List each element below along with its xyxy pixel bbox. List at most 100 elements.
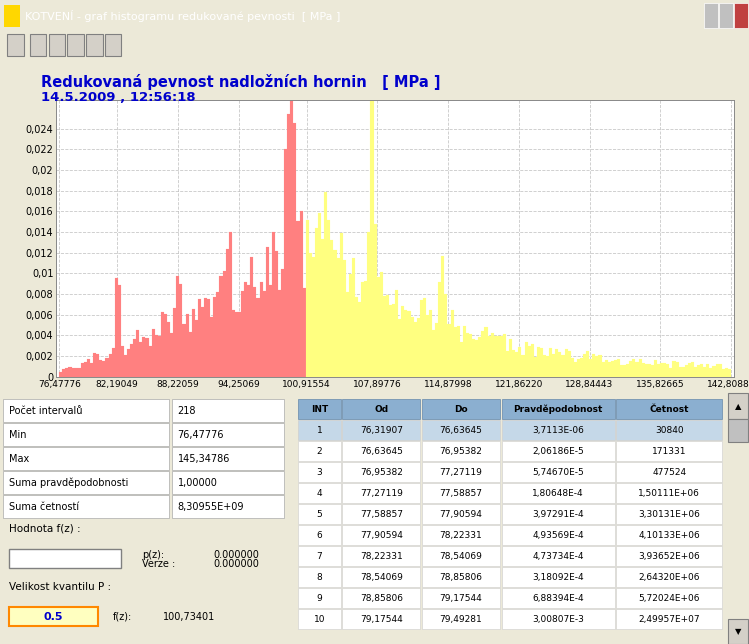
Bar xyxy=(404,310,407,377)
Bar xyxy=(7,34,24,57)
Bar xyxy=(164,314,167,377)
Bar xyxy=(589,359,592,377)
Text: Od: Od xyxy=(374,405,389,413)
Bar xyxy=(294,123,297,377)
Bar xyxy=(583,354,586,377)
Bar xyxy=(466,333,469,377)
Bar xyxy=(438,281,441,377)
Text: 76,95382: 76,95382 xyxy=(440,447,482,456)
Bar xyxy=(139,342,142,377)
Bar xyxy=(167,322,170,377)
Bar xyxy=(555,349,559,377)
Bar xyxy=(527,346,531,377)
Text: 0.5: 0.5 xyxy=(43,612,63,621)
Bar xyxy=(422,567,500,587)
Bar xyxy=(78,368,81,377)
Bar xyxy=(355,298,358,377)
Bar xyxy=(96,354,100,377)
Bar xyxy=(534,357,537,377)
Bar xyxy=(451,310,454,377)
Bar xyxy=(201,307,204,377)
Text: 3,7113E-06: 3,7113E-06 xyxy=(532,426,584,435)
Bar xyxy=(219,276,222,377)
Bar xyxy=(225,249,228,377)
Bar xyxy=(3,495,169,518)
Bar xyxy=(725,368,728,377)
Bar xyxy=(657,365,660,377)
Bar xyxy=(571,358,574,377)
Bar xyxy=(616,567,722,587)
Text: 77,27119: 77,27119 xyxy=(360,489,403,498)
Bar xyxy=(315,228,318,377)
Bar xyxy=(632,359,635,377)
Bar xyxy=(607,362,610,377)
Text: Pravděpodobnost: Pravděpodobnost xyxy=(513,404,603,414)
Bar xyxy=(244,281,247,377)
Bar xyxy=(712,366,715,377)
Text: 3,97291E-4: 3,97291E-4 xyxy=(533,510,584,519)
Bar xyxy=(84,362,87,377)
Text: 14.5.2009 , 12:56:18: 14.5.2009 , 12:56:18 xyxy=(41,91,195,104)
Bar xyxy=(342,609,420,629)
Bar xyxy=(3,447,169,469)
Bar xyxy=(423,298,426,377)
Bar xyxy=(518,347,521,377)
Text: ▼: ▼ xyxy=(735,627,741,636)
Bar xyxy=(180,284,183,377)
Bar xyxy=(238,312,241,377)
Bar xyxy=(626,364,629,377)
Bar xyxy=(349,274,352,377)
Text: 3: 3 xyxy=(317,468,322,477)
Bar xyxy=(367,232,371,377)
Bar xyxy=(704,3,718,28)
Bar xyxy=(432,330,435,377)
Bar xyxy=(377,277,380,377)
Bar xyxy=(509,339,512,377)
Bar xyxy=(278,290,281,377)
Bar xyxy=(531,345,534,377)
Bar xyxy=(124,355,127,377)
Bar xyxy=(422,399,500,419)
Text: 477524: 477524 xyxy=(652,468,686,477)
Text: 78,22331: 78,22331 xyxy=(360,552,403,561)
Bar xyxy=(521,355,524,377)
Bar xyxy=(616,462,722,482)
Bar xyxy=(435,323,438,377)
Bar xyxy=(413,323,416,377)
Bar xyxy=(694,367,697,377)
Text: 78,22331: 78,22331 xyxy=(440,531,482,540)
Bar xyxy=(72,368,75,377)
Bar xyxy=(491,333,494,377)
Bar xyxy=(502,567,615,587)
Bar xyxy=(447,324,451,377)
Bar xyxy=(422,525,500,545)
Text: 78,54069: 78,54069 xyxy=(440,552,482,561)
Bar xyxy=(728,393,748,419)
Bar xyxy=(259,282,263,377)
Bar xyxy=(616,546,722,566)
Bar xyxy=(358,303,361,377)
Bar xyxy=(383,296,386,377)
Bar xyxy=(207,299,210,377)
Bar xyxy=(697,365,700,377)
Bar xyxy=(75,368,78,377)
Text: 0.000000: 0.000000 xyxy=(213,550,259,560)
Bar xyxy=(342,399,420,419)
Bar xyxy=(610,361,614,377)
Bar xyxy=(663,363,667,377)
Bar xyxy=(198,299,201,377)
Bar xyxy=(172,495,284,518)
Bar xyxy=(342,525,420,545)
Text: 0.000000: 0.000000 xyxy=(213,559,259,569)
Bar xyxy=(540,348,543,377)
Bar xyxy=(312,257,315,377)
Bar xyxy=(502,546,615,566)
Bar xyxy=(592,354,595,377)
Bar xyxy=(298,483,341,503)
Bar xyxy=(422,588,500,609)
Text: 171331: 171331 xyxy=(652,447,687,456)
Bar xyxy=(100,360,103,377)
Bar xyxy=(497,336,500,377)
Bar xyxy=(67,34,84,57)
Bar xyxy=(524,341,527,377)
